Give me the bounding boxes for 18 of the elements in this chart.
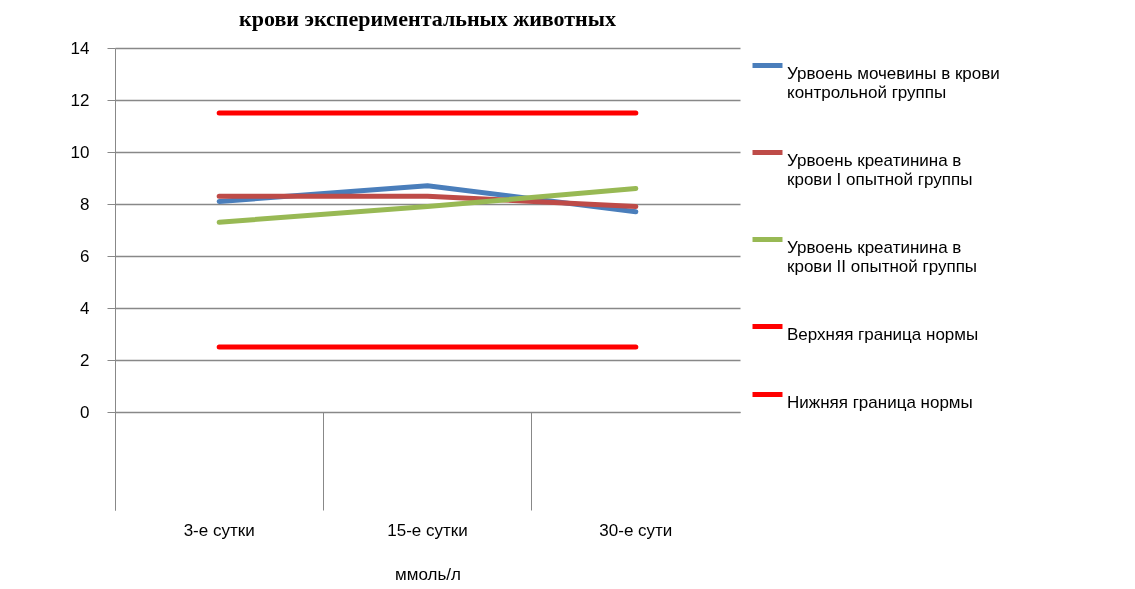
chart-title: крови экспериментальных животных: [239, 6, 616, 31]
legend-label: Нижняя граница нормы: [787, 392, 973, 412]
y-tick-label: 2: [80, 350, 90, 370]
legend-label: Урвоень мочевины в крови контрольной группы: [787, 63, 1000, 102]
y-tick-label: 8: [80, 194, 90, 214]
x-tick-label: 3-е сутки: [183, 520, 255, 540]
y-tick-label: 6: [80, 246, 90, 266]
legend-label: Урвоень креатинина в крови I опытной группы: [787, 150, 973, 189]
x-tick-label: 30-е сути: [599, 520, 673, 540]
legend-label: Верхняя граница нормы: [787, 324, 979, 344]
y-tick-label: 0: [80, 402, 90, 422]
x-axis-title: ммоль/л: [395, 564, 461, 584]
y-tick-label: 4: [80, 298, 90, 318]
x-tick-label: 15-е сутки: [387, 520, 468, 540]
y-tick-label: 12: [70, 90, 90, 110]
y-tick-label: 10: [70, 142, 90, 162]
y-tick-label: 14: [70, 38, 90, 58]
legend-label: Урвоень креатинина в крови II опытной группы: [787, 237, 978, 276]
